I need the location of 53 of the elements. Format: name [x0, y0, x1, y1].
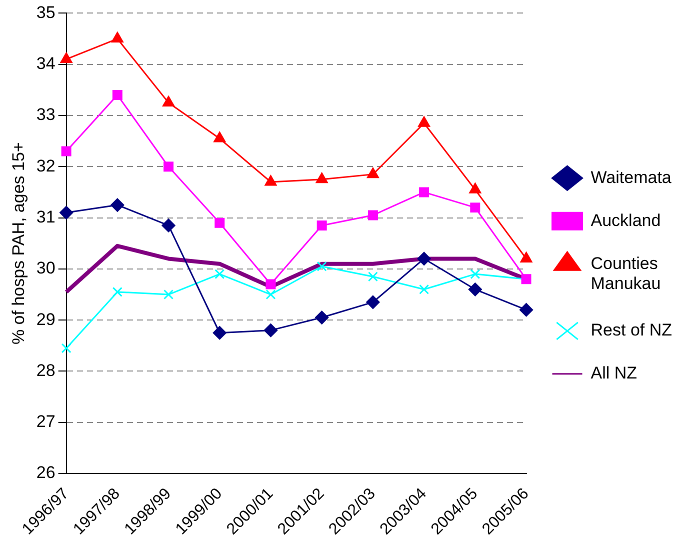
point	[112, 286, 122, 297]
point	[162, 96, 174, 106]
point	[164, 290, 174, 300]
y-tick-label: 35	[36, 2, 56, 22]
point	[60, 52, 72, 63]
y-tick-label: 31	[36, 207, 56, 226]
legend-label: Auckland	[590, 210, 661, 230]
point	[60, 206, 74, 220]
point	[366, 168, 379, 178]
point	[162, 218, 176, 232]
point	[212, 326, 226, 340]
point	[316, 172, 328, 184]
point	[469, 182, 482, 194]
point	[366, 295, 380, 309]
point	[520, 303, 534, 317]
legend-label: Waitemata	[590, 168, 672, 187]
point	[419, 284, 430, 294]
point	[470, 202, 480, 213]
y-tick-label: 26	[36, 463, 56, 482]
point	[418, 116, 430, 127]
point	[214, 132, 226, 142]
y-tick-label: 34	[36, 54, 56, 74]
point	[112, 90, 122, 100]
point	[468, 282, 482, 296]
point	[214, 218, 225, 228]
y-tick-label: 28	[36, 360, 56, 380]
point	[419, 187, 430, 198]
point	[61, 146, 72, 156]
point	[316, 261, 327, 272]
legend-label: Rest of NZ	[590, 320, 672, 340]
point	[316, 220, 327, 230]
point	[264, 175, 277, 186]
y-tick-label: 29	[36, 310, 56, 329]
point	[214, 269, 225, 280]
y-tick-label: 27	[36, 412, 56, 432]
y-tick-label: 30	[36, 258, 56, 278]
point	[470, 269, 480, 280]
point	[315, 310, 329, 324]
legend-label: Counties Manukau	[590, 254, 661, 294]
point	[111, 32, 124, 43]
point	[164, 162, 174, 172]
point	[264, 324, 278, 338]
point	[368, 272, 378, 282]
y-tick-label: 33	[36, 105, 56, 124]
point	[368, 210, 378, 220]
point	[417, 252, 431, 266]
point	[266, 290, 276, 300]
y-tick-label: 32	[36, 156, 56, 176]
legend-label: All NZ	[590, 364, 638, 383]
point	[266, 279, 276, 290]
y-axis-title: % of hosps PAH, ages 15+	[8, 142, 28, 345]
point	[61, 343, 72, 354]
point	[110, 198, 124, 212]
